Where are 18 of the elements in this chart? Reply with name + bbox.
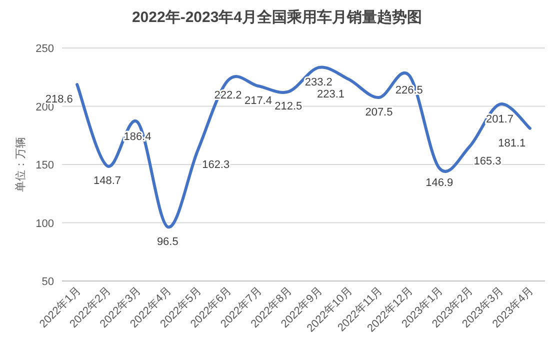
y-tick-label: 50 [42,276,54,288]
data-label: 233.2 [304,76,332,89]
data-label: 217.4 [244,94,272,107]
y-tick-label: 250 [36,43,54,55]
y-axis-title: 单位：万辆 [14,137,27,192]
data-label: 96.5 [156,236,178,248]
data-label: 207.5 [365,106,393,119]
data-label: 181.1 [498,137,526,150]
y-tick-label: 150 [36,160,54,172]
data-label: 162.3 [202,159,230,172]
chart-title: 2022年-2023年4月全国乘用车月销量趋势图 [132,8,422,26]
data-label: 165.3 [474,156,502,168]
data-label: 148.7 [94,175,122,188]
data-label: 146.9 [426,177,454,190]
line-series [76,66,532,228]
y-tick-label: 100 [36,218,54,230]
data-label: 223.1 [317,88,345,100]
data-label: 212.5 [274,100,302,113]
